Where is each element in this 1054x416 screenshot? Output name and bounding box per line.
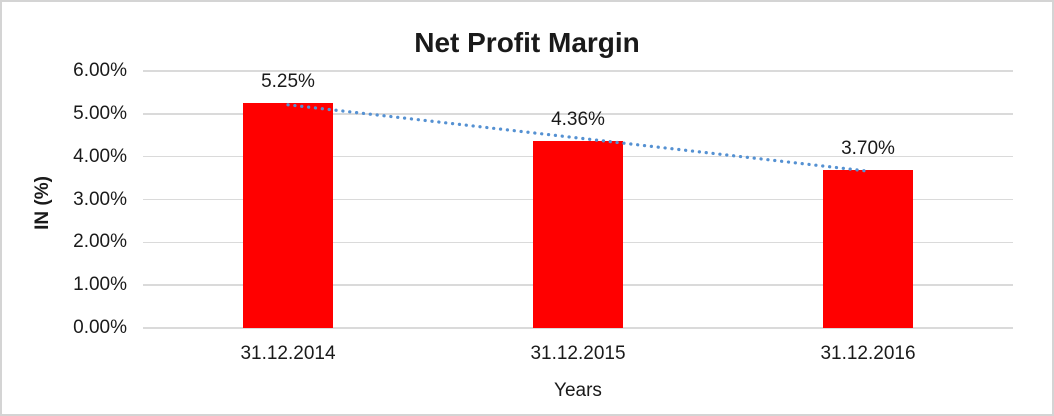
x-tick-label: 31.12.2014 (240, 343, 336, 364)
y-tick-label: 4.00% (73, 145, 127, 167)
x-tick-label: 31.12.2016 (820, 343, 916, 364)
y-tick-label: 1.00% (73, 274, 127, 296)
y-tick-label: 6.00% (73, 60, 127, 81)
gridline (143, 327, 1013, 329)
y-tick-label: 2.00% (73, 231, 127, 253)
x-axis-title: Years (554, 380, 602, 401)
bar-value-label: 5.25% (261, 71, 315, 93)
bar-2 (533, 141, 623, 328)
bar-1 (243, 103, 333, 328)
bar-value-label: 3.70% (841, 137, 895, 159)
plot-area: 5.25% 4.36% 3.70% (143, 70, 1013, 329)
y-tick-label: 3.00% (73, 188, 127, 210)
gridline (143, 70, 1013, 72)
y-tick-label: 0.00% (73, 317, 127, 338)
y-tick-label: 5.00% (73, 102, 127, 124)
x-tick-label: 31.12.2015 (530, 343, 626, 364)
bar-value-label: 4.36% (551, 109, 605, 131)
chart-title: Net Profit Margin (414, 27, 640, 58)
bar-3 (823, 169, 913, 328)
